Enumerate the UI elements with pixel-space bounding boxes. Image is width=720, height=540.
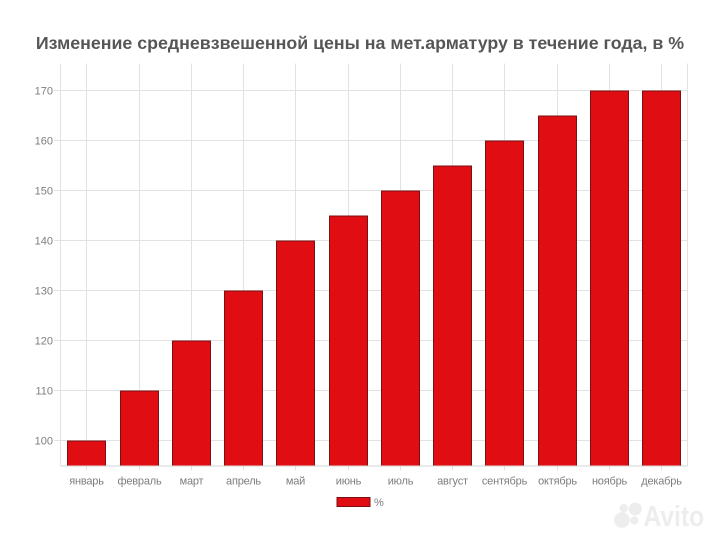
svg-text:август: август bbox=[437, 476, 468, 488]
svg-text:130: 130 bbox=[35, 286, 53, 298]
svg-text:140: 140 bbox=[35, 236, 53, 248]
svg-text:июнь: июнь bbox=[336, 476, 362, 488]
svg-text:Изменение средневзвешенной цен: Изменение средневзвешенной цены на мет.а… bbox=[36, 33, 684, 53]
svg-text:апрель: апрель bbox=[226, 476, 261, 488]
svg-text:февраль: февраль bbox=[118, 476, 162, 488]
svg-text:120: 120 bbox=[35, 336, 53, 348]
svg-text:100: 100 bbox=[35, 436, 53, 448]
svg-text:март: март bbox=[180, 476, 204, 488]
svg-text:160: 160 bbox=[35, 136, 53, 148]
svg-text:октябрь: октябрь bbox=[538, 476, 577, 488]
svg-text:сентябрь: сентябрь bbox=[482, 476, 528, 488]
svg-text:июль: июль bbox=[388, 476, 414, 488]
svg-text:май: май bbox=[286, 476, 305, 488]
svg-text:ноябрь: ноябрь bbox=[592, 476, 628, 488]
svg-text:150: 150 bbox=[35, 186, 53, 198]
svg-text:декабрь: декабрь bbox=[641, 476, 682, 488]
svg-text:170: 170 bbox=[35, 86, 53, 98]
svg-text:110: 110 bbox=[35, 386, 53, 398]
svg-text:Avito: Avito bbox=[643, 500, 704, 532]
svg-text:%: % bbox=[374, 497, 384, 509]
svg-text:январь: январь bbox=[69, 476, 104, 488]
